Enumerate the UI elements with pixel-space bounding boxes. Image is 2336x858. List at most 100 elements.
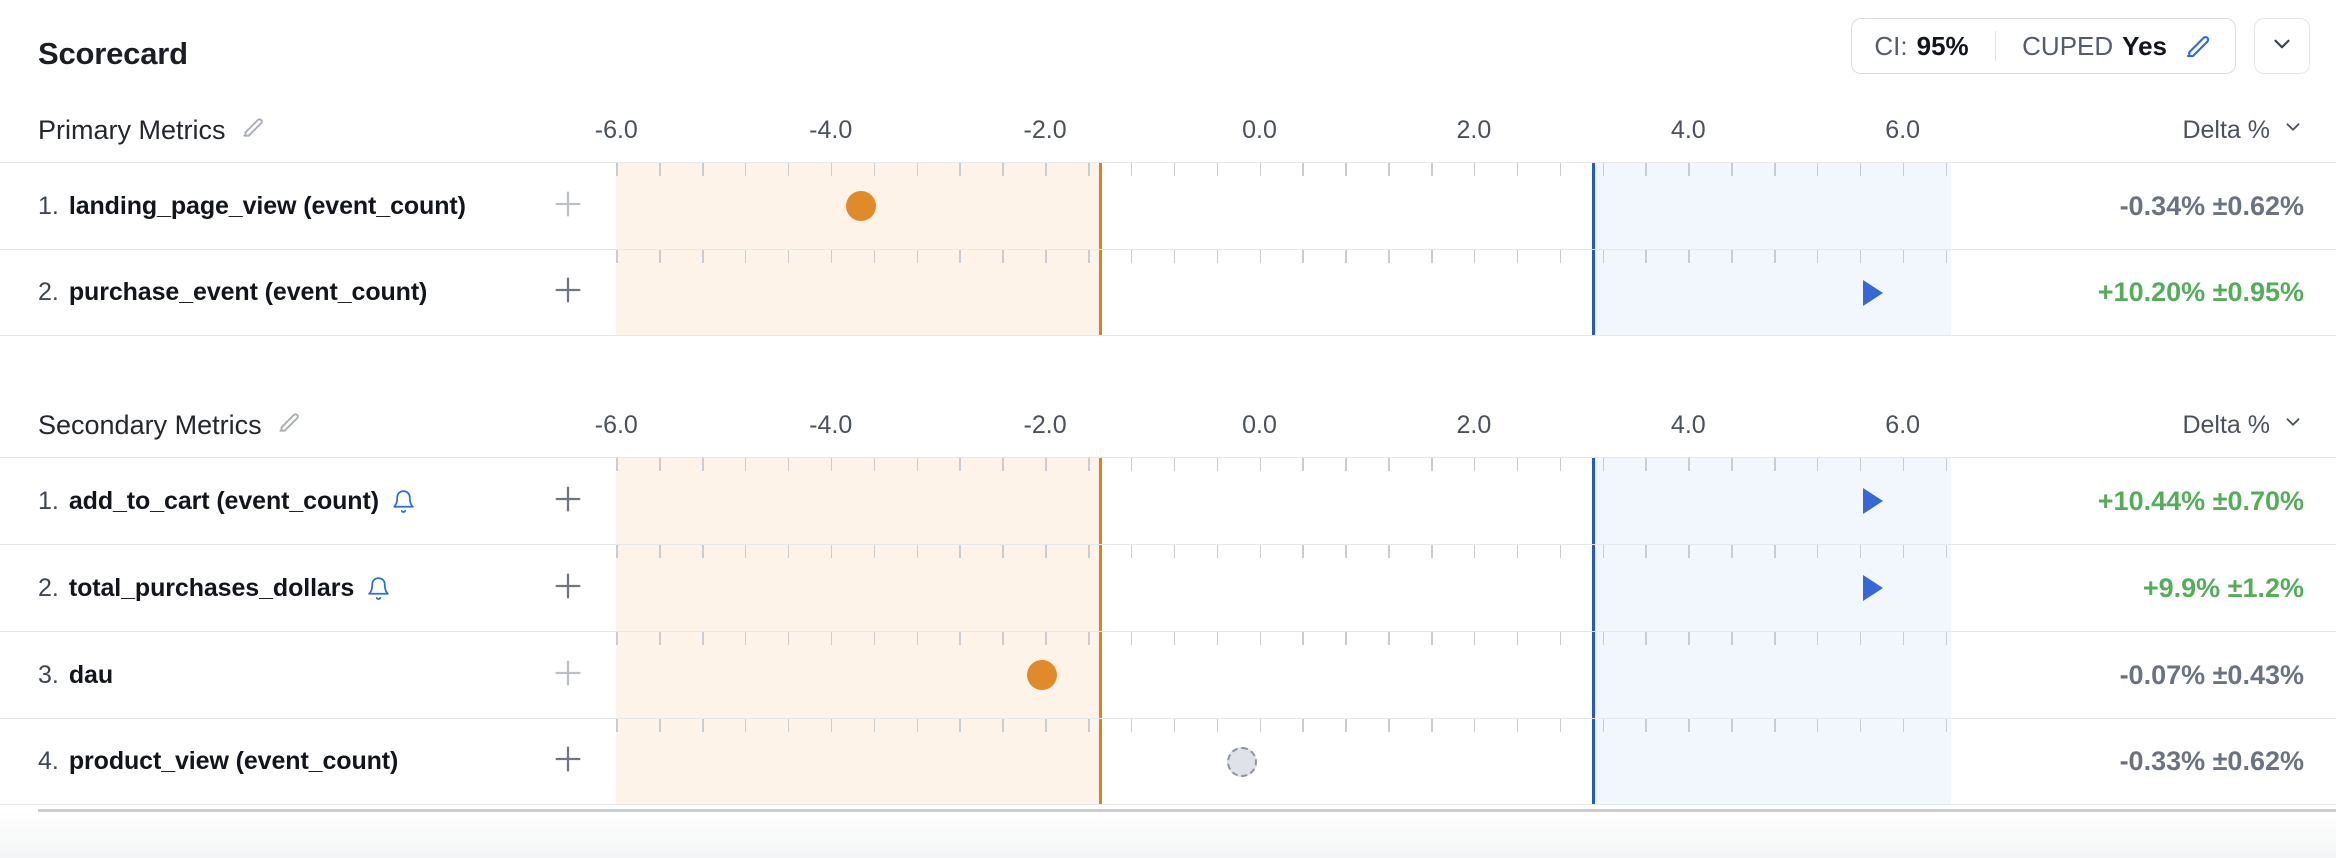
pencil-icon[interactable] — [2183, 31, 2213, 61]
table-row[interactable]: 4. product_view (event_count) -0.33% ±0.… — [0, 718, 2336, 805]
axis-tick — [1903, 545, 1905, 558]
axis-tick — [959, 545, 961, 558]
add-metric-button[interactable] — [548, 655, 588, 695]
metric-label: 4. product_view (event_count) — [38, 719, 398, 804]
axis-tick — [1002, 250, 1004, 263]
add-metric-button[interactable] — [548, 186, 588, 226]
table-row[interactable]: 2. total_purchases_dollars +9.9% ±1.2% — [0, 544, 2336, 631]
axis-tick — [616, 545, 618, 558]
axis-tick — [1860, 545, 1862, 558]
metrics-table: 1. landing_page_view (event_count) -0.34… — [0, 162, 2336, 336]
table-row[interactable]: 1. add_to_cart (event_count) +10.44% ±0.… — [0, 457, 2336, 544]
axis-tick — [1131, 250, 1133, 263]
axis-tick — [1817, 632, 1819, 645]
axis-tick — [745, 719, 747, 732]
axis-tick — [788, 632, 790, 645]
experiment-settings-pill[interactable]: CI: 95% CUPED Yes — [1851, 18, 2236, 74]
axis-tick — [917, 250, 919, 263]
cuped-label: CUPED — [2022, 31, 2113, 62]
axis-tick — [1131, 458, 1133, 471]
plus-icon — [551, 187, 585, 226]
axis-tick — [745, 545, 747, 558]
axis-tick-label: 4.0 — [1671, 411, 1706, 440]
metric-index: 3. — [38, 661, 59, 690]
axis-tick — [1688, 719, 1690, 732]
add-metric-button[interactable] — [548, 742, 588, 782]
section-header: Secondary Metrics -6.0-4.0-2.00.02.04.06… — [0, 401, 2336, 457]
axis-tick — [1817, 250, 1819, 263]
axis-tick — [745, 163, 747, 176]
axis-tick — [1474, 163, 1476, 176]
axis-tick — [1345, 458, 1347, 471]
axis-tick — [831, 250, 833, 263]
negative-threshold-band — [616, 545, 1098, 631]
axis-tick — [1474, 458, 1476, 471]
metric-marker-inconclusive[interactable] — [1227, 747, 1257, 777]
axis-tick — [1431, 163, 1433, 176]
ci-label: CI: — [1874, 31, 1907, 62]
metric-index: 4. — [38, 747, 59, 776]
axis-tick — [702, 545, 704, 558]
axis-tick — [1302, 632, 1304, 645]
axis-tick-label: -4.0 — [809, 116, 852, 145]
axis-tick — [1645, 458, 1647, 471]
axis-tick — [1088, 163, 1090, 176]
axis-tick — [788, 545, 790, 558]
table-row[interactable]: 1. landing_page_view (event_count) -0.34… — [0, 162, 2336, 249]
bell-icon[interactable] — [366, 576, 391, 601]
metric-marker-triangle[interactable] — [1863, 280, 1883, 306]
axis-tick — [1388, 163, 1390, 176]
axis-tick — [616, 250, 618, 263]
negative-threshold-line — [1099, 458, 1103, 544]
axis-tick — [702, 632, 704, 645]
metric-index: 1. — [38, 192, 59, 221]
metric-marker-triangle[interactable] — [1863, 575, 1883, 601]
delta-value: -0.34% ±0.62% — [2120, 163, 2304, 249]
table-row[interactable]: 2. purchase_event (event_count) +10.20% … — [0, 249, 2336, 336]
axis-tick — [1560, 458, 1562, 471]
axis-tick — [702, 250, 704, 263]
axis-tick — [831, 632, 833, 645]
delta-value: +10.20% ±0.95% — [2098, 250, 2304, 335]
table-row[interactable]: 3. dau -0.07% ±0.43% — [0, 631, 2336, 718]
negative-threshold-line — [1099, 545, 1103, 631]
axis-tick — [788, 719, 790, 732]
axis-tick — [1345, 250, 1347, 263]
axis-tick — [1474, 632, 1476, 645]
ci-value: 95% — [1917, 31, 1969, 62]
axis-tick — [1388, 632, 1390, 645]
axis-tick — [1131, 163, 1133, 176]
axis-tick-label: 6.0 — [1885, 411, 1920, 440]
cuped-value: Yes — [2122, 31, 2167, 62]
delta-column-header[interactable]: Delta % — [2182, 116, 2304, 145]
axis-tick — [1345, 163, 1347, 176]
plus-icon — [551, 742, 585, 781]
add-metric-button[interactable] — [548, 568, 588, 608]
collapse-scorecard-button[interactable] — [2254, 18, 2310, 74]
delta-value: -0.07% ±0.43% — [2120, 632, 2304, 718]
axis-tick — [959, 458, 961, 471]
axis-tick — [1088, 250, 1090, 263]
delta-column-header[interactable]: Delta % — [2182, 411, 2304, 440]
add-metric-button[interactable] — [548, 273, 588, 313]
metric-marker-dot[interactable] — [1027, 660, 1057, 690]
axis-tick — [1217, 545, 1219, 558]
axis-tick — [1603, 250, 1605, 263]
metric-marker-triangle[interactable] — [1863, 488, 1883, 514]
axis-tick — [702, 163, 704, 176]
pencil-icon[interactable] — [240, 114, 266, 147]
bell-icon[interactable] — [391, 489, 416, 514]
axis-tick — [1946, 458, 1948, 471]
axis-tick-label: -2.0 — [1024, 411, 1067, 440]
axis-tick — [1045, 719, 1047, 732]
add-metric-button[interactable] — [548, 481, 588, 521]
axis-tick — [1946, 719, 1948, 732]
axis-tick — [1731, 250, 1733, 263]
scorecard-page: Scorecard CI: 95% CUPED Yes — [0, 0, 2336, 858]
axis-tick — [1302, 545, 1304, 558]
axis-tick — [959, 250, 961, 263]
axis-tick — [1474, 719, 1476, 732]
metric-marker-dot[interactable] — [846, 191, 876, 221]
axis-tick — [745, 250, 747, 263]
pencil-icon[interactable] — [276, 409, 302, 442]
